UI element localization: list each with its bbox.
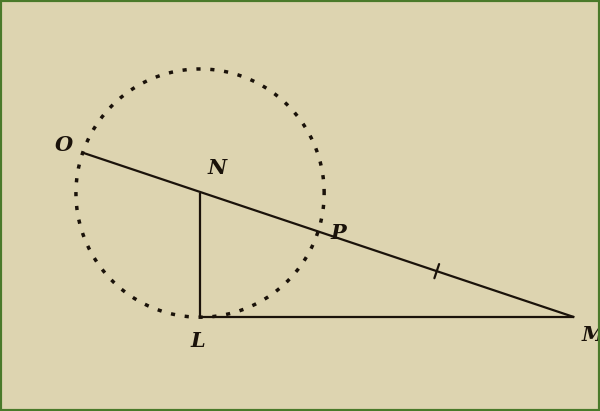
Text: M: M <box>582 325 600 345</box>
Text: O: O <box>55 135 73 155</box>
Text: P: P <box>331 223 346 243</box>
Text: N: N <box>208 158 227 178</box>
Text: L: L <box>190 331 205 351</box>
